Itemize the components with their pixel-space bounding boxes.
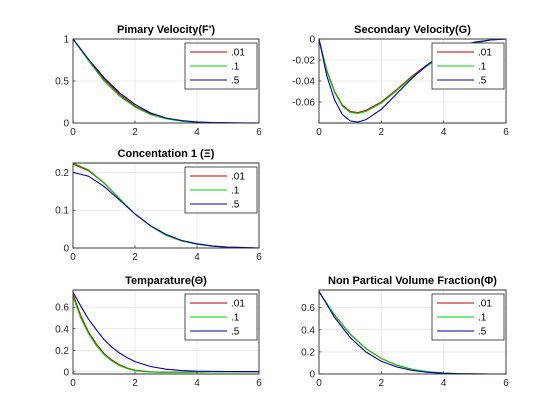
y-tick-label: 0 [63,119,69,130]
legend: .01 .1 .5 [184,42,258,90]
chart-title: Non Partical Volume Fraction(Φ) [328,275,497,287]
x-tick-label: 6 [256,127,262,138]
chart-title: Temparature(Θ) [125,275,207,287]
legend-label: .01 [231,172,245,183]
legend-label: .1 [231,186,240,197]
series-line-1 [72,296,259,373]
y-tick-label: -0.06 [292,98,315,109]
chart-title: Concentation 1 (Ξ) [118,148,215,160]
x-tick-label: 4 [194,378,200,389]
secondary-velocity-chart: 0 2 4 6 -0.06 -0.04 -0.02 0 Secondary Velocity(G… [292,24,509,138]
axis-frame [72,289,260,375]
legend-label: .5 [478,76,487,87]
y-tick-label: 0.4 [55,324,69,335]
legend: .01 .1 .5 [431,42,505,90]
x-tick-label: 4 [194,252,200,263]
x-tick-label: 0 [316,378,322,389]
y-tick-label: 1 [63,35,69,46]
legend-label: .01 [478,299,492,310]
y-tick-label: 0.4 [301,325,315,336]
volume-fraction-chart: 0 2 4 6 0 0.2 0.4 0.6 Non Partical Volume Fracti… [301,275,509,389]
y-tick-label: 0 [63,244,69,255]
series-line-2 [72,291,260,373]
x-tick-label: 6 [503,378,509,389]
x-tick-label: 2 [379,378,385,389]
legend: .01 .1 .5 [431,293,505,341]
chart-title: Pimary Velocity(F') [117,24,215,36]
concentration-chart: 0 2 4 6 0 0.1 0.2 Concentation 1 (Ξ) .01 .1 .5 [55,148,262,263]
y-tick-label: 0.1 [55,206,69,217]
y-tick-label: 0.2 [55,168,69,179]
legend-label: .5 [478,327,487,338]
legend: .01 .1 .5 [184,166,258,214]
legend-label: .1 [231,313,240,324]
x-tick-label: 4 [441,378,447,389]
y-tick-label: 0 [63,367,69,378]
y-tick-label: -0.04 [292,77,315,88]
axis-frame [318,289,507,375]
y-tick-label: 0.5 [55,77,69,88]
temperature-chart: 0 2 4 6 0 0.2 0.4 0.6 Temparature(Θ) .01 .1 .5 [55,275,262,389]
primary-velocity-chart: 0 2 4 6 0 0.5 1 Pimary Velocity(F') .01 .1 .5 [55,24,262,138]
legend-label: .01 [231,48,245,59]
legend-label: .1 [231,62,240,73]
x-tick-label: 2 [132,127,138,138]
x-tick-label: 2 [132,252,138,263]
y-tick-label: 0 [309,370,315,381]
legend-label: .01 [231,299,245,310]
x-tick-label: 0 [70,378,76,389]
legend: .01 .1 .5 [184,293,258,341]
y-tick-label: 0.6 [55,303,69,314]
x-tick-label: 4 [194,127,200,138]
x-tick-label: 6 [256,378,262,389]
x-tick-label: 2 [132,378,138,389]
y-tick-label: 0.2 [301,347,315,358]
x-tick-label: 4 [441,127,447,138]
chart-title: Secondary Velocity(G) [354,24,471,36]
x-tick-label: 6 [503,127,509,138]
x-tick-label: 0 [70,252,76,263]
y-tick-label: 0 [309,35,315,46]
x-tick-label: 0 [70,127,76,138]
legend-label: .5 [231,200,240,211]
y-tick-label: 0.2 [55,346,69,357]
x-tick-label: 2 [379,127,385,138]
x-tick-label: 6 [256,252,262,263]
legend-label: .01 [478,48,492,59]
legend-label: .1 [478,62,487,73]
series-line-2 [72,171,260,249]
legend-label: .1 [478,313,487,324]
legend-label: .5 [231,76,240,87]
y-tick-label: -0.02 [292,56,315,67]
legend-label: .5 [231,327,240,338]
y-tick-label: 0.6 [301,303,315,314]
axis-frame [72,162,260,249]
x-tick-label: 0 [316,127,322,138]
